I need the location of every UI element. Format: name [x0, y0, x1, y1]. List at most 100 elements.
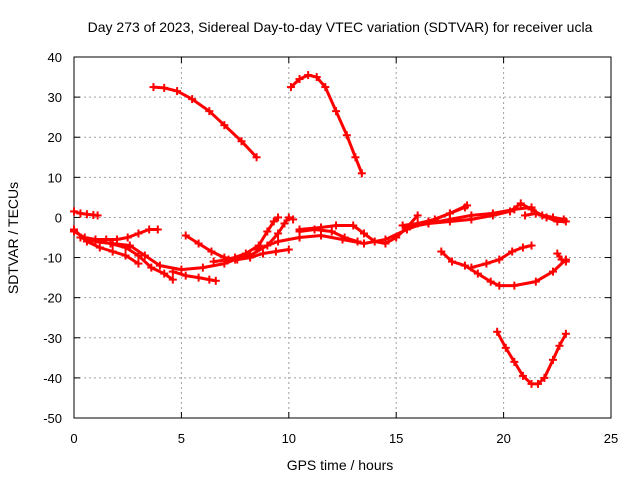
data-point — [370, 237, 379, 246]
data-point — [289, 215, 298, 224]
data-point — [153, 225, 162, 234]
data-point — [553, 217, 562, 226]
data-point — [531, 277, 540, 286]
data-point — [533, 379, 542, 388]
data-point — [76, 233, 85, 242]
data-point — [448, 257, 457, 266]
plot-frame — [73, 56, 612, 419]
x-tick-label: 25 — [604, 431, 618, 446]
data-point — [194, 239, 203, 248]
data-point — [398, 221, 407, 230]
axis-ticks — [73, 56, 612, 419]
data-point — [321, 83, 330, 92]
data-point — [173, 87, 182, 96]
y-tick-label: -30 — [43, 331, 62, 346]
data-point — [510, 357, 519, 366]
data-point — [359, 239, 368, 248]
y-tick-label: -10 — [43, 251, 62, 266]
data-point — [181, 231, 190, 240]
data-point — [259, 249, 268, 258]
series-line — [495, 330, 568, 386]
data-point — [198, 263, 207, 272]
series-arc-14 — [295, 225, 362, 246]
data-point — [506, 207, 515, 216]
series-arc-7 — [91, 237, 240, 274]
data-point — [482, 259, 491, 268]
data-point — [460, 261, 469, 270]
data-point — [561, 217, 570, 226]
data-point — [70, 207, 78, 216]
data-point — [508, 247, 517, 256]
data-point — [160, 269, 169, 278]
data-point — [357, 169, 366, 178]
data-point — [542, 213, 551, 222]
data-point — [181, 271, 190, 280]
data-point — [155, 261, 164, 270]
series-arc-15 — [398, 203, 469, 230]
series-arc-8 — [168, 267, 220, 285]
data-point — [527, 241, 536, 250]
data-point — [246, 251, 255, 260]
data-point — [518, 371, 527, 380]
data-point — [145, 225, 154, 234]
data-point — [516, 199, 525, 208]
data-point — [284, 213, 293, 222]
data-point — [177, 265, 186, 274]
data-point — [280, 219, 289, 228]
data-point — [140, 251, 149, 260]
data-point — [402, 223, 411, 232]
data-point — [332, 107, 341, 116]
y-tick-label: -40 — [43, 371, 62, 386]
series-arc-12 — [252, 201, 472, 254]
data-point — [123, 233, 132, 242]
tick-labels: 0 5 10 15 20 25 -50 -40 -30 -20 -10 0 10 20 30 40 — [43, 50, 618, 446]
y-tick-label: -50 — [43, 411, 62, 426]
data-point — [473, 269, 482, 278]
data-point — [553, 249, 562, 258]
data-point — [284, 245, 293, 254]
chart-title: Day 273 of 2023, Sidereal Day-to-day VTE… — [88, 19, 593, 35]
data-point — [467, 215, 476, 224]
y-tick-label: 30 — [48, 90, 62, 105]
data-point — [495, 281, 504, 290]
data-point — [274, 237, 283, 246]
data-point — [271, 247, 280, 256]
data-point — [531, 209, 540, 218]
data-point — [521, 211, 530, 220]
series-arc-2 — [286, 71, 366, 178]
data-point — [237, 137, 246, 146]
data-point — [205, 275, 214, 284]
data-point — [527, 205, 536, 214]
data-point — [540, 373, 549, 382]
data-point — [549, 355, 558, 364]
data-point — [340, 233, 349, 242]
y-tick-label: 10 — [48, 170, 62, 185]
data-point — [207, 247, 216, 256]
data-point — [317, 231, 326, 240]
data-point — [149, 83, 158, 92]
data-point — [168, 275, 177, 284]
data-point — [332, 221, 341, 230]
data-point — [134, 229, 143, 238]
data-point — [274, 229, 283, 238]
data-point — [555, 341, 564, 350]
x-axis-label: GPS time / hours — [287, 457, 394, 473]
data-point — [295, 227, 304, 236]
data-point — [147, 263, 156, 272]
data-point — [561, 257, 570, 266]
data-point — [168, 267, 177, 276]
data-point — [351, 153, 360, 162]
data-point — [349, 221, 358, 230]
series-arc-22 — [493, 327, 570, 388]
data-point — [112, 235, 121, 244]
y-tick-label: 20 — [48, 130, 62, 145]
data-point — [424, 219, 433, 228]
data-point — [549, 267, 558, 276]
data-point — [437, 247, 446, 256]
x-tick-label: 10 — [282, 431, 296, 446]
data-point — [501, 343, 510, 352]
data-point — [510, 281, 519, 290]
data-point — [160, 83, 169, 92]
data-point — [188, 95, 197, 104]
